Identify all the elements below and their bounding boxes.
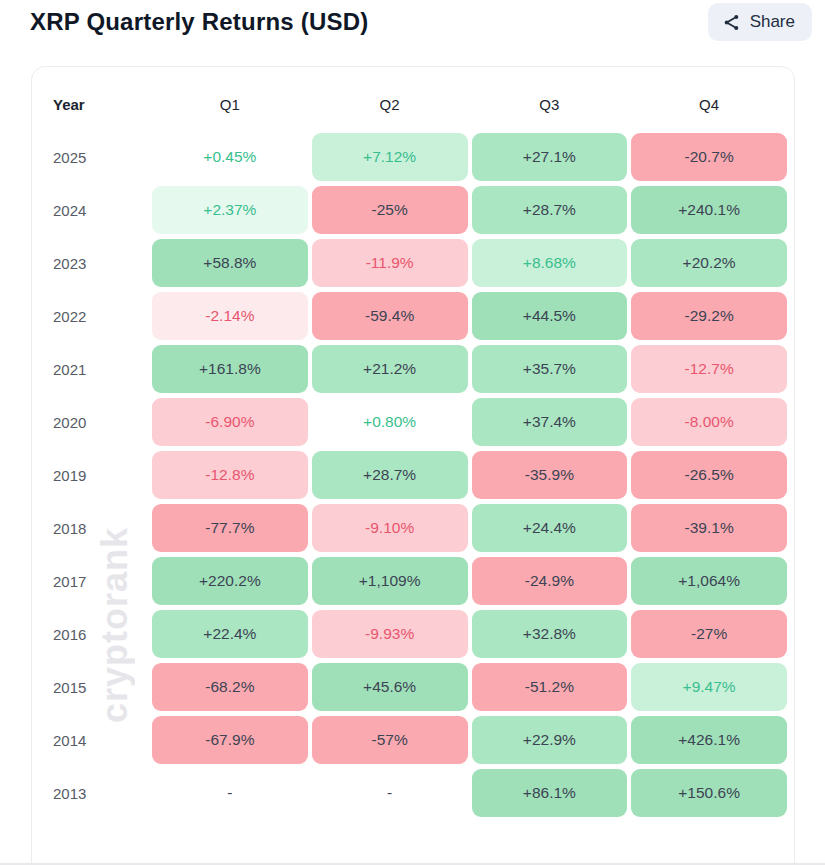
return-cell: +86.1% [472, 769, 628, 817]
return-cell: +2.37% [152, 186, 308, 234]
return-cell: -12.7% [631, 345, 787, 393]
topbar: XRP Quarterly Returns (USD) Share [0, 0, 825, 56]
year-label: 2015 [32, 679, 148, 696]
return-cell: +22.9% [472, 716, 628, 764]
return-cell: -57% [312, 716, 468, 764]
return-cell: -59.4% [312, 292, 468, 340]
return-cell: -2.14% [152, 292, 308, 340]
return-cell: +240.1% [631, 186, 787, 234]
returns-table-card: cryptorank Year Q1 Q2 Q3 Q4 2025+0.45%+7… [31, 66, 795, 865]
column-header-q3: Q3 [472, 96, 628, 113]
return-cell: +0.45% [152, 133, 308, 181]
table-row: 2020-6.90%+0.80%+37.4%-8.00% [32, 398, 787, 446]
year-label: 2022 [32, 308, 148, 325]
year-label: 2019 [32, 467, 148, 484]
return-cell: +58.8% [152, 239, 308, 287]
return-cell: +44.5% [472, 292, 628, 340]
return-cell: -26.5% [631, 451, 787, 499]
return-cell: -8.00% [631, 398, 787, 446]
return-cell: +150.6% [631, 769, 787, 817]
year-label: 2013 [32, 785, 148, 802]
return-cell: +0.80% [312, 398, 468, 446]
table-row: 2017+220.2%+1,109%-24.9%+1,064% [32, 557, 787, 605]
return-cell: -6.90% [152, 398, 308, 446]
year-label: 2016 [32, 626, 148, 643]
return-cell: -67.9% [152, 716, 308, 764]
return-cell: +45.6% [312, 663, 468, 711]
table-body: 2025+0.45%+7.12%+27.1%-20.7%2024+2.37%-2… [32, 133, 787, 817]
return-cell: +426.1% [631, 716, 787, 764]
return-cell: +37.4% [472, 398, 628, 446]
return-cell: -11.9% [312, 239, 468, 287]
column-header-q1: Q1 [152, 96, 308, 113]
return-cell: +27.1% [472, 133, 628, 181]
share-button[interactable]: Share [708, 3, 812, 41]
return-cell: +1,064% [631, 557, 787, 605]
table-row: 2018-77.7%-9.10%+24.4%-39.1% [32, 504, 787, 552]
return-cell: +32.8% [472, 610, 628, 658]
table-header-row: Year Q1 Q2 Q3 Q4 [32, 87, 787, 121]
share-icon [722, 13, 741, 32]
table-row: 2022-2.14%-59.4%+44.5%-29.2% [32, 292, 787, 340]
return-cell: +7.12% [312, 133, 468, 181]
table-row: 2019-12.8%+28.7%-35.9%-26.5% [32, 451, 787, 499]
year-label: 2017 [32, 573, 148, 590]
table-row: 2013--+86.1%+150.6% [32, 769, 787, 817]
year-label: 2024 [32, 202, 148, 219]
table-row: 2015-68.2%+45.6%-51.2%+9.47% [32, 663, 787, 711]
return-cell: -35.9% [472, 451, 628, 499]
table-row: 2021+161.8%+21.2%+35.7%-12.7% [32, 345, 787, 393]
return-cell: +28.7% [472, 186, 628, 234]
return-cell: -39.1% [631, 504, 787, 552]
return-cell: +8.68% [472, 239, 628, 287]
return-cell: -20.7% [631, 133, 787, 181]
return-cell: +20.2% [631, 239, 787, 287]
page-title: XRP Quarterly Returns (USD) [30, 8, 368, 36]
return-cell: +21.2% [312, 345, 468, 393]
return-cell: +24.4% [472, 504, 628, 552]
return-cell: - [152, 769, 308, 817]
return-cell: -9.93% [312, 610, 468, 658]
return-cell: +1,109% [312, 557, 468, 605]
column-header-year: Year [32, 96, 148, 113]
year-label: 2014 [32, 732, 148, 749]
year-label: 2025 [32, 149, 148, 166]
return-cell: +220.2% [152, 557, 308, 605]
return-cell: -27% [631, 610, 787, 658]
return-cell: -77.7% [152, 504, 308, 552]
return-cell: -29.2% [631, 292, 787, 340]
year-label: 2023 [32, 255, 148, 272]
column-header-q4: Q4 [631, 96, 787, 113]
return-cell: - [312, 769, 468, 817]
year-label: 2018 [32, 520, 148, 537]
return-cell: +22.4% [152, 610, 308, 658]
table-row: 2014-67.9%-57%+22.9%+426.1% [32, 716, 787, 764]
return-cell: +161.8% [152, 345, 308, 393]
return-cell: -68.2% [152, 663, 308, 711]
return-cell: -12.8% [152, 451, 308, 499]
table-row: 2023+58.8%-11.9%+8.68%+20.2% [32, 239, 787, 287]
year-label: 2021 [32, 361, 148, 378]
table-row: 2025+0.45%+7.12%+27.1%-20.7% [32, 133, 787, 181]
return-cell: -24.9% [472, 557, 628, 605]
return-cell: +35.7% [472, 345, 628, 393]
return-cell: +28.7% [312, 451, 468, 499]
table-row: 2024+2.37%-25%+28.7%+240.1% [32, 186, 787, 234]
table-row: 2016+22.4%-9.93%+32.8%-27% [32, 610, 787, 658]
return-cell: -9.10% [312, 504, 468, 552]
return-cell: -51.2% [472, 663, 628, 711]
column-header-q2: Q2 [312, 96, 468, 113]
return-cell: +9.47% [631, 663, 787, 711]
share-button-label: Share [750, 12, 795, 32]
return-cell: -25% [312, 186, 468, 234]
year-label: 2020 [32, 414, 148, 431]
